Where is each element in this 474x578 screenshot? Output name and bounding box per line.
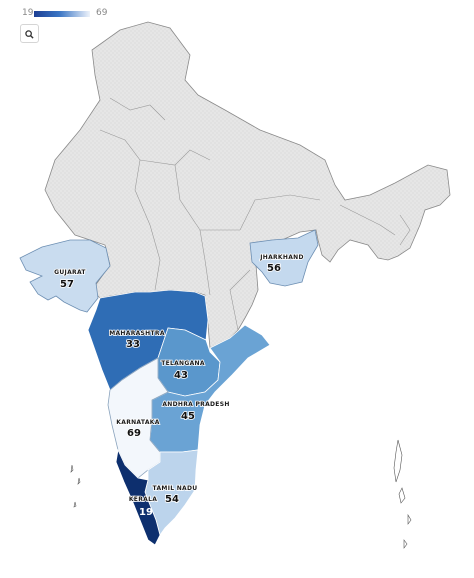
- label-karnataka-value: 69: [127, 428, 141, 439]
- region-karnataka[interactable]: [107, 357, 169, 479]
- label-gujarat-name: GUJARAT: [54, 269, 86, 276]
- color-legend: 19 69: [22, 4, 132, 20]
- region-tamil-nadu[interactable]: [144, 449, 199, 536]
- legend-min-label: 19: [22, 8, 34, 18]
- region-kerala[interactable]: [115, 448, 161, 546]
- islands: [70, 439, 412, 549]
- label-tamil-nadu-value: 54: [165, 494, 179, 505]
- legend-max-label: 69: [96, 8, 108, 18]
- label-gujarat-value: 57: [60, 279, 74, 290]
- legend-gradient-bar: [34, 11, 90, 17]
- label-andhra-pradesh-value: 45: [181, 411, 195, 422]
- label-telangana-value: 43: [174, 370, 188, 381]
- label-jharkhand-value: 56: [267, 263, 281, 274]
- region-gujarat[interactable]: [19, 239, 111, 313]
- label-kerala-name: KERALA: [129, 496, 157, 503]
- internal-borders: [99, 97, 411, 331]
- region-jharkhand[interactable]: [249, 229, 319, 287]
- label-maharashtra-value: 33: [126, 339, 140, 350]
- label-kerala-value: 19: [139, 507, 153, 518]
- label-karnataka-name: KARNATAKA: [116, 419, 159, 426]
- label-maharashtra-name: MAHARASHTRA: [109, 330, 165, 337]
- label-jharkhand-name: JHARKHAND: [259, 254, 304, 261]
- zoom-button[interactable]: [20, 24, 39, 43]
- label-telangana-name: TELANGANA: [161, 360, 205, 367]
- label-andhra-pradesh-name: ANDHRA PRADESH: [162, 401, 229, 408]
- search-icon: [25, 24, 34, 43]
- label-tamil-nadu-name: TAMIL NADU: [153, 485, 198, 492]
